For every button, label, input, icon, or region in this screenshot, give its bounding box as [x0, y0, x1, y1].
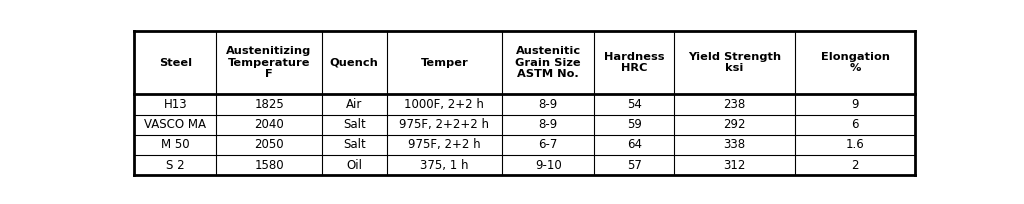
Text: 1825: 1825	[254, 98, 284, 111]
Text: VASCO MA: VASCO MA	[144, 118, 207, 131]
Text: 8-9: 8-9	[539, 98, 558, 111]
Text: Austenitic
Grain Size
ASTM No.: Austenitic Grain Size ASTM No.	[515, 46, 581, 79]
Text: 59: 59	[627, 118, 642, 131]
Text: 57: 57	[627, 159, 642, 172]
Text: 375, 1 h: 375, 1 h	[420, 159, 469, 172]
Text: 9-10: 9-10	[535, 159, 561, 172]
Text: 975F, 2+2 h: 975F, 2+2 h	[408, 139, 480, 151]
Text: 238: 238	[723, 98, 745, 111]
Text: 292: 292	[723, 118, 745, 131]
Text: Elongation
%: Elongation %	[820, 52, 890, 73]
Text: Air: Air	[346, 98, 362, 111]
Text: 1580: 1580	[254, 159, 284, 172]
Text: Temper: Temper	[421, 58, 468, 68]
Text: 64: 64	[627, 139, 642, 151]
Text: 6-7: 6-7	[539, 139, 558, 151]
Text: 2050: 2050	[254, 139, 284, 151]
Text: 2040: 2040	[254, 118, 284, 131]
Text: Yield Strength
ksi: Yield Strength ksi	[688, 52, 781, 73]
Text: 312: 312	[723, 159, 745, 172]
Text: Steel: Steel	[159, 58, 191, 68]
Text: Quench: Quench	[330, 58, 379, 68]
Text: 1.6: 1.6	[846, 139, 864, 151]
Text: 1000F, 2+2 h: 1000F, 2+2 h	[404, 98, 484, 111]
Text: 54: 54	[627, 98, 642, 111]
Text: 338: 338	[723, 139, 745, 151]
Text: Salt: Salt	[343, 118, 366, 131]
Text: S 2: S 2	[166, 159, 184, 172]
Text: 975F, 2+2+2 h: 975F, 2+2+2 h	[399, 118, 489, 131]
Text: 2: 2	[851, 159, 859, 172]
Text: Austenitizing
Temperature
F: Austenitizing Temperature F	[226, 46, 311, 79]
Text: Hardness
HRC: Hardness HRC	[604, 52, 665, 73]
Text: Salt: Salt	[343, 139, 366, 151]
Text: 9: 9	[851, 98, 859, 111]
Text: Oil: Oil	[346, 159, 362, 172]
Text: 8-9: 8-9	[539, 118, 558, 131]
Text: H13: H13	[164, 98, 187, 111]
Text: M 50: M 50	[161, 139, 189, 151]
Text: 6: 6	[851, 118, 859, 131]
